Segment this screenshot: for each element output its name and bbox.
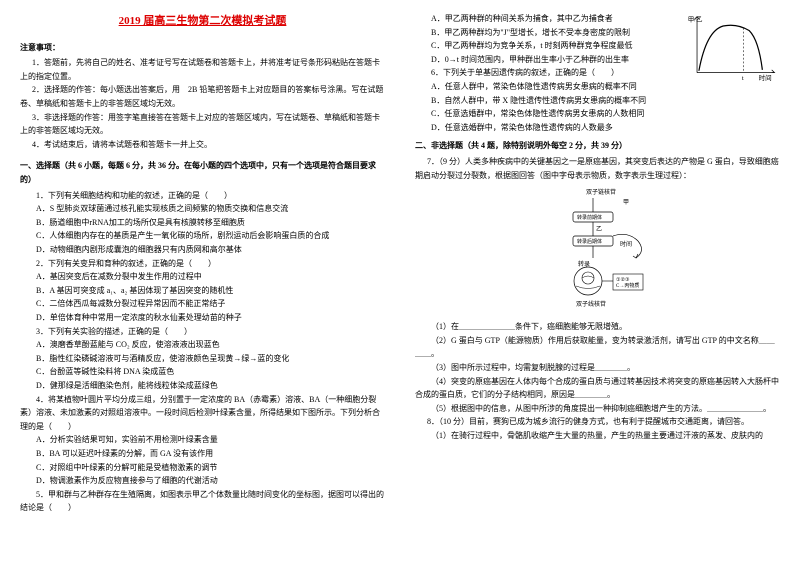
q5-chart: t 时间 甲/乙 <box>685 12 780 82</box>
svg-text:①②③: ①②③ <box>616 277 630 283</box>
q7-5: （5）根据图中的信息，从图中所涉的角度提出一种抑制癌细胞增产生的方法。＿＿＿＿＿… <box>415 402 780 416</box>
q1c: C．人体细胞内存在的基质是产生一氧化碳的场所，剧烈运动后会影响蛋白质的合成 <box>20 229 385 243</box>
fig-t: 时间 <box>620 240 632 248</box>
q6c: C．任意选婚群中，常染色体隐性遗传病男女患病的人数相同 <box>415 107 780 121</box>
q1d: D．动物细胞内剧形成囊泡的细胞器只有内质网和高尔基体 <box>20 243 385 257</box>
svg-text:甲: 甲 <box>623 199 629 206</box>
q4c: C．对照组中叶绿素的分解可能是受植物激素的调节 <box>20 461 385 475</box>
notice-2: 2．选择题的作答：每小题选出答案后，用 2B 铅笔把答题卡上对应题目的答案标号涂… <box>20 83 385 110</box>
fig-box1: 转录前期体 <box>577 214 602 221</box>
q4b: B．BA 可以延迟叶绿素的分解，而 GA 没有该作用 <box>20 447 385 461</box>
q1a: A．S 型肺炎双球菌通过核孔能实现核质之间频繁的物质交换和信息交流 <box>20 202 385 216</box>
q2a: A．基因突变后在减数分裂中发生作用的过程中 <box>20 270 385 284</box>
fig-top-label: 双子链核苷 <box>586 188 616 196</box>
q3d: D．健那绿是活细胞染色剂，能将线粒体染成蓝绿色 <box>20 379 385 393</box>
q3b: B．脂性红染磷碱溶液可与酒精反应，使溶液颜色呈现黄→绿→蓝的变化 <box>20 352 385 366</box>
q3: 3．下列有关实验的描述，正确的是（ ） <box>20 325 385 339</box>
chart-y-label: 甲/乙 <box>688 15 703 23</box>
q2c: C．二倍体西瓜每减数分裂过程异常因而不能正常结子 <box>20 297 385 311</box>
q2: 2．下列有关变异和育种的叙述，正确的是（ ） <box>20 257 385 271</box>
q7-2: （2）G 蛋白与 GTP（能源物质）作用后获取能量，变为转录激活剂，请写出 GT… <box>415 334 780 361</box>
q3c: C．台酚蓝等碱性染料将 DNA 染成蓝色 <box>20 365 385 379</box>
q1: 1．下列有关细胞结构和功能的叙述，正确的是（ ） <box>20 189 385 203</box>
q5: 5．甲和群与乙种群存在生殖隔离，如图表示甲乙个体数量比随时间变化的坐标图，据图可… <box>20 488 385 515</box>
chart-x-label: 时间 <box>759 73 772 82</box>
q4d: D．物调激素作为反应物直接参与了细胞的代谢活动 <box>20 474 385 488</box>
q2b: B．A 基因可突变成 a₁、a₂ 基因体现了基因突变的随机性 <box>20 284 385 298</box>
fig-bottom: 双子线核苷 <box>576 300 606 308</box>
part2-heading: 二、非选择题（共 4 题，除特别说明外每空 2 分，共 39 分） <box>415 139 780 153</box>
q7-3: （3）图中所示过程中，均需复制脱腺的过程是＿＿＿＿。 <box>415 361 780 375</box>
q2d: D．单倍体育种中常用一定浓度的秋水仙素处理幼苗的种子 <box>20 311 385 325</box>
q6b: B．自然人群中，带 X 隐性遗传性遗传病男女患病的概率不同 <box>415 94 780 108</box>
fig-box2: 转录后期体 <box>577 238 602 245</box>
part1-heading: 一、选择题（共 6 小题，每题 6 分，共 36 分。在每小题的四个选项中，只有… <box>20 159 385 186</box>
q3a: A．澳磨香草酚蓝能与 CO₂ 反应，使溶液液出现蓝色 <box>20 338 385 352</box>
q4a: A．分析实验结果可知，实验前不用检测叶绿素含量 <box>20 433 385 447</box>
q1b: B．肠道细胞中rRNA加工的场所仅是具有核膜转移至细胞质 <box>20 216 385 230</box>
q6d: D．任意选婚群中，常染色体隐性遗传病的人数最多 <box>415 121 780 135</box>
q8: 8．（10 分）目前，赛狗已成为城乡流行的健身方式，也有利于提醒城市交通距离，请… <box>415 415 780 429</box>
notice-3: 3．非选择题的作答：用签字笔直接答在答题卡上对应的答题区域内，写在试题卷、草稿纸… <box>20 111 385 138</box>
notice-heading: 注意事项： <box>20 41 385 55</box>
q7-4: （4）突变的原癌基因在人体内每个合成的蛋白质与通过转基因技术将突变的原癌基因转入… <box>415 375 780 402</box>
q7: 7．（9 分）人类多种疾病中的关键基因之一是原癌基因，其突变后表达的产物是 G … <box>415 155 780 182</box>
doc-title: 2019 届高三生物第二次模拟考试题 <box>20 12 385 31</box>
q8-1: （1）在骑行过程中，骨骼肌收缩产生大量的热量，产生的热量主要通过汗液的蒸发、皮肤… <box>415 429 780 443</box>
svg-text:C→丙物质: C→丙物质 <box>616 282 639 289</box>
q7-figure: 双子链核苷 甲 转录前期体 乙 转录后期体 转录 ①②③ C→丙物质 时间 双子… <box>528 186 668 316</box>
chart-t-label: t <box>742 75 744 82</box>
q4: 4．将某植物叶圆片平均分成三组，分别置于一定浓度的 BA（赤霉素）溶液、BA（一… <box>20 393 385 434</box>
notice-4: 4．考试结束后，请将本试题卷和答题卡一并上交。 <box>20 138 385 152</box>
notice-1: 1．答题前，先将自己的姓名、准考证号写在试题卷和答题卡上，并将准考证号条形码粘贴… <box>20 56 385 83</box>
svg-text:乙: 乙 <box>596 226 602 233</box>
q7-1: （1）在＿＿＿＿＿＿＿条件下，癌细胞能够无限增殖。 <box>415 320 780 334</box>
